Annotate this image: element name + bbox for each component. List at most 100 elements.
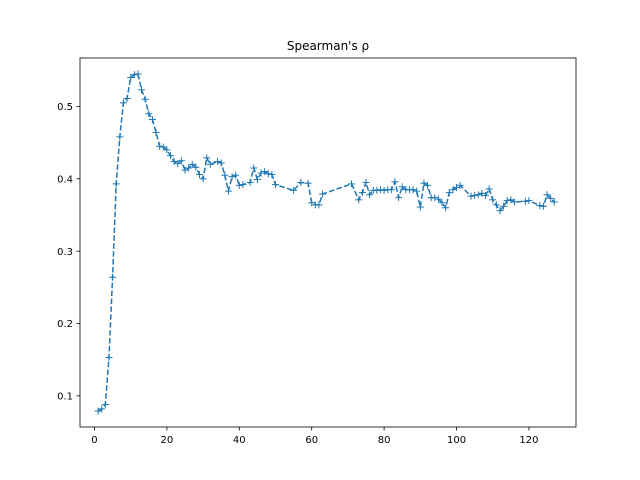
data-point-marker xyxy=(485,185,493,193)
data-point-marker xyxy=(152,129,160,137)
data-point-marker xyxy=(123,95,131,103)
data-point-marker xyxy=(174,160,182,168)
data-point-marker xyxy=(94,407,102,415)
data-point-marker xyxy=(188,160,196,168)
data-point-marker xyxy=(438,199,446,207)
y-tick-label: 0.3 xyxy=(57,247,73,258)
data-point-marker xyxy=(130,71,138,79)
data-point-marker xyxy=(398,183,406,191)
data-point-marker xyxy=(192,163,200,171)
x-tick-label: 100 xyxy=(447,435,466,446)
data-point-marker xyxy=(380,186,388,194)
data-point-marker xyxy=(304,179,312,187)
data-point-marker xyxy=(395,194,403,202)
data-point-marker xyxy=(456,181,464,189)
x-tick-label: 20 xyxy=(161,435,174,446)
data-point-marker xyxy=(481,191,489,199)
data-point-marker xyxy=(217,159,225,167)
data-point-marker xyxy=(525,197,533,205)
y-tick-label: 0.4 xyxy=(57,174,73,185)
chart-title: Spearman's ρ xyxy=(287,39,369,53)
data-point-marker xyxy=(391,178,399,186)
data-point-marker xyxy=(221,171,229,179)
data-point-marker xyxy=(177,157,185,165)
data-point-marker xyxy=(474,191,482,199)
data-point-marker xyxy=(127,74,135,82)
data-point-marker xyxy=(206,160,214,168)
data-point-marker xyxy=(496,207,504,215)
data-point-marker xyxy=(550,198,558,206)
data-point-marker xyxy=(141,95,149,103)
data-point-marker xyxy=(138,86,146,94)
plot-frame xyxy=(79,57,577,428)
data-point-marker xyxy=(297,178,305,186)
data-point-marker xyxy=(98,405,106,413)
data-point-marker xyxy=(246,178,254,186)
series-markers xyxy=(94,70,558,415)
data-point-marker xyxy=(261,168,269,176)
data-point-marker xyxy=(134,70,142,78)
data-point-marker xyxy=(101,401,109,409)
data-point-marker xyxy=(268,170,276,178)
data-point-marker xyxy=(116,133,124,141)
data-point-marker xyxy=(315,201,323,209)
data-point-marker xyxy=(170,157,178,165)
data-point-marker xyxy=(185,164,193,172)
data-point-marker xyxy=(366,191,374,199)
data-point-marker xyxy=(434,195,442,203)
data-point-marker xyxy=(500,202,508,210)
data-point-marker xyxy=(471,191,479,199)
data-point-marker xyxy=(290,186,298,194)
data-point-marker xyxy=(362,178,370,186)
data-point-marker xyxy=(105,354,113,362)
data-point-marker xyxy=(442,204,450,212)
data-point-marker xyxy=(358,189,366,197)
x-tick-label: 120 xyxy=(519,435,538,446)
data-point-marker xyxy=(148,116,156,123)
data-point-marker xyxy=(409,186,417,194)
data-point-marker xyxy=(510,198,518,206)
data-point-marker xyxy=(536,202,544,210)
data-point-marker xyxy=(145,110,153,118)
y-tick-label: 0.5 xyxy=(57,102,73,113)
data-point-marker xyxy=(539,202,547,210)
data-point-marker xyxy=(355,196,363,204)
data-point-marker xyxy=(431,194,439,202)
x-tick-label: 60 xyxy=(305,435,318,446)
data-point-marker xyxy=(420,179,428,187)
data-point-marker xyxy=(199,175,207,183)
data-point-marker xyxy=(503,197,511,205)
data-point-marker xyxy=(235,181,243,189)
data-point-marker xyxy=(228,173,236,181)
x-tick-label: 40 xyxy=(233,435,246,446)
data-point-marker xyxy=(521,197,529,205)
data-point-marker xyxy=(163,146,171,154)
data-point-marker xyxy=(109,273,117,281)
data-point-marker xyxy=(543,191,551,199)
data-point-marker xyxy=(507,196,515,204)
data-point-marker xyxy=(413,187,421,195)
data-point-marker xyxy=(547,194,555,202)
data-point-marker xyxy=(373,186,381,194)
data-point-marker xyxy=(492,201,500,209)
data-point-marker xyxy=(167,152,175,160)
data-point-marker xyxy=(489,196,497,204)
y-tick-label: 0.2 xyxy=(57,319,73,330)
data-point-marker xyxy=(250,164,258,172)
data-point-marker xyxy=(467,192,475,200)
data-point-marker xyxy=(112,180,120,188)
data-point-marker xyxy=(416,203,424,211)
x-tick-label: 0 xyxy=(91,435,97,446)
data-point-marker xyxy=(224,187,232,195)
data-point-marker xyxy=(308,199,316,207)
data-point-marker xyxy=(253,176,261,184)
data-point-marker xyxy=(348,180,356,188)
data-point-marker xyxy=(181,166,189,174)
data-point-marker xyxy=(159,143,167,151)
data-point-marker xyxy=(203,154,211,162)
axis-ticks: 0 20 40 60 80 100 120 0.1 0.2 0.3 0.4 0.5 xyxy=(57,102,538,446)
data-point-marker xyxy=(214,157,222,165)
y-tick-label: 0.1 xyxy=(57,391,73,402)
